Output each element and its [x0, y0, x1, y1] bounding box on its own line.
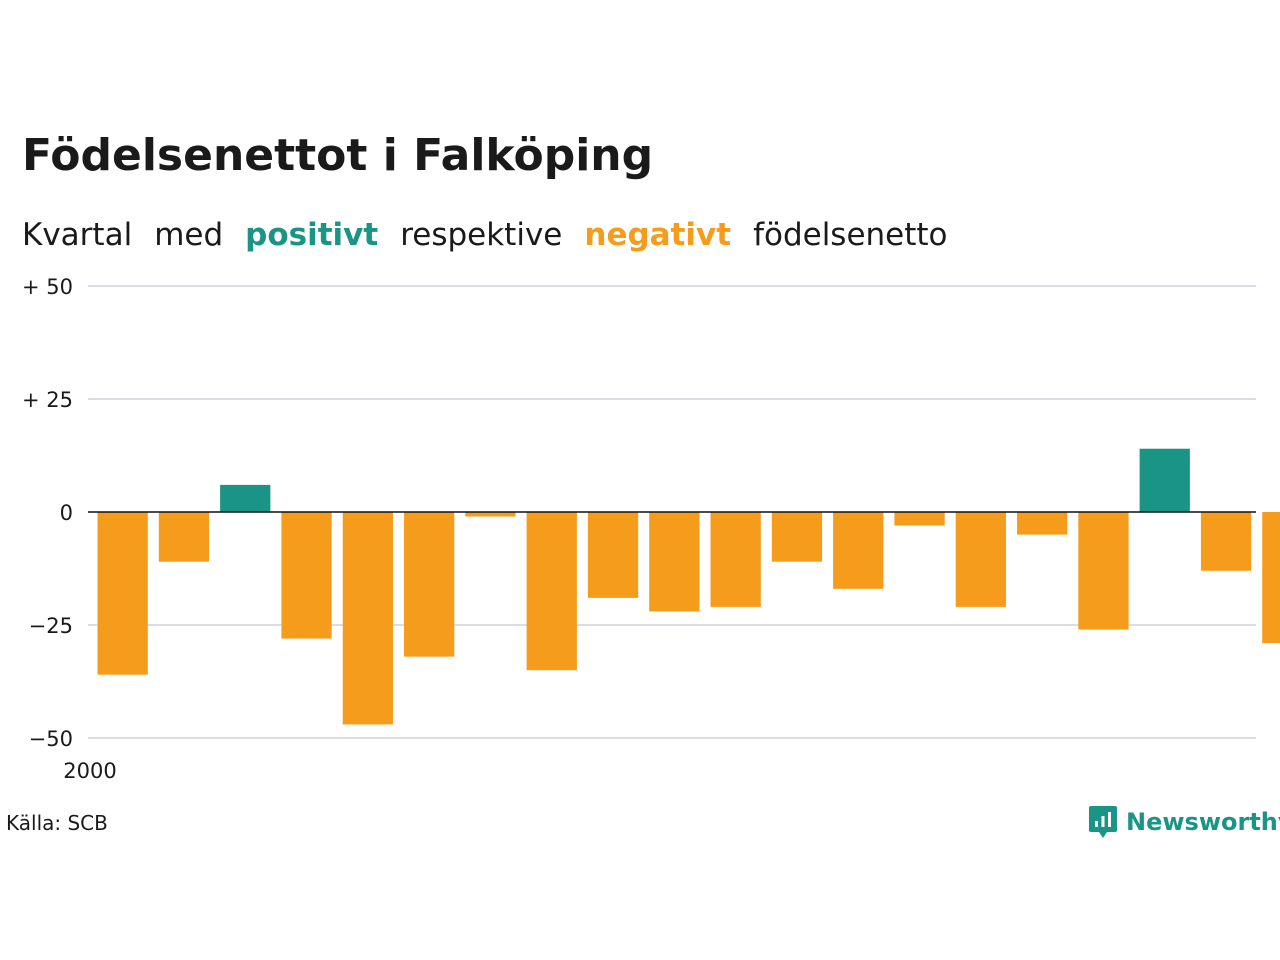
bar: [1262, 512, 1280, 644]
bar: [771, 512, 823, 562]
bar: [1017, 512, 1068, 535]
subtitle-word-med: med: [154, 217, 224, 253]
bar: [465, 512, 516, 517]
bar: [955, 512, 1006, 607]
y-tick-label: + 50: [22, 275, 73, 299]
bar: [894, 512, 945, 526]
subtitle-word-fodelsenetto: födelsenetto: [753, 217, 948, 253]
bar: [526, 512, 577, 671]
subtitle-word-kvartal: Kvartal: [22, 217, 133, 253]
source-note: Källa: SCB: [6, 811, 108, 835]
y-tick-label: −50: [29, 727, 73, 751]
bar: [1078, 512, 1129, 630]
bar: [281, 512, 332, 639]
chart-title: Födelsenettot i Falköping: [22, 130, 654, 181]
subtitle-word-respektive: respektive: [400, 217, 563, 253]
y-tick-label: −25: [29, 614, 73, 638]
bar: [587, 512, 639, 598]
bar: [97, 512, 148, 675]
y-tick-label: 0: [60, 501, 73, 525]
subtitle-positive-label: positivt: [245, 217, 379, 253]
subtitle-negative-label: negativt: [584, 217, 732, 253]
bar: [1139, 448, 1190, 512]
x-tick-label: 2000: [63, 759, 116, 783]
bar-chart: + 50+ 250−25−5020002005201020152020: [22, 275, 1280, 783]
brand-logo: Newsworthy: [1088, 804, 1280, 840]
bar: [833, 512, 884, 589]
brand-name: Newsworthy: [1126, 808, 1280, 836]
chart-subtitle: Kvartal med positivt respektive negativt föde…: [22, 217, 970, 253]
newsworthy-logo-icon: [1089, 806, 1117, 838]
bar: [1200, 512, 1252, 571]
bar: [404, 512, 455, 657]
bar: [342, 512, 393, 725]
bar: [649, 512, 700, 612]
bar: [158, 512, 210, 562]
bar: [220, 484, 271, 512]
y-tick-label: + 25: [22, 388, 73, 412]
bar: [710, 512, 761, 607]
